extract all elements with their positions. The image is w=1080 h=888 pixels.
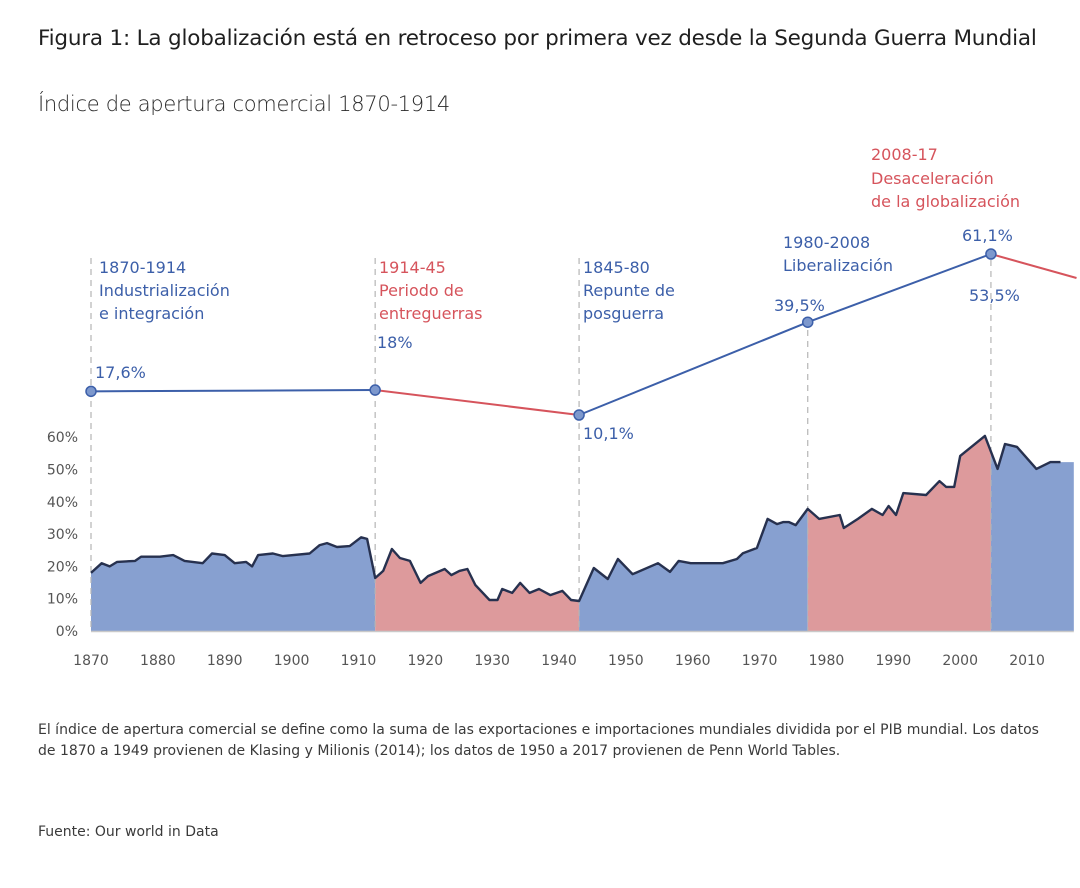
point-value-label: 18% bbox=[377, 333, 413, 352]
period-label-line: e integración bbox=[99, 304, 204, 323]
period-label-line: Repunte de bbox=[583, 281, 675, 300]
area-layer bbox=[91, 436, 1074, 631]
y-tick-label: 40% bbox=[47, 495, 78, 511]
point-value-label: 39,5% bbox=[774, 296, 825, 315]
x-tick-label: 1960 bbox=[675, 653, 711, 669]
period-label-line: entreguerras bbox=[379, 304, 482, 323]
x-tick-label: 2010 bbox=[1009, 653, 1045, 669]
x-tick-label: 1900 bbox=[274, 653, 310, 669]
x-tick-label: 1970 bbox=[742, 653, 778, 669]
x-tick-label: 1880 bbox=[140, 653, 176, 669]
period-label-line: Liberalización bbox=[783, 256, 893, 275]
summary-segment bbox=[91, 390, 375, 391]
period-label-years: 1914-45 bbox=[379, 258, 446, 277]
point-value-label: 61,1% bbox=[962, 226, 1013, 245]
area-segment-1 bbox=[91, 537, 375, 631]
summary-point bbox=[574, 410, 584, 420]
y-tick-label: 50% bbox=[47, 463, 78, 479]
area-segment-5 bbox=[991, 444, 1074, 631]
y-axis-ticks: 0% 10% 20% 30% 40% 50% 60% bbox=[47, 430, 78, 640]
y-tick-label: 0% bbox=[56, 624, 78, 640]
x-tick-label: 1910 bbox=[341, 653, 377, 669]
trade-openness-chart: 0% 10% 20% 30% 40% 50% 60% 1870 1880 1890 1900 191… bbox=[0, 0, 1080, 700]
area-segment-4 bbox=[808, 436, 991, 631]
period-label-years: 2008-17 bbox=[871, 145, 938, 164]
summary-segment bbox=[375, 390, 579, 415]
y-tick-label: 20% bbox=[47, 559, 78, 575]
period-label-years: 1845-80 bbox=[583, 258, 650, 277]
x-axis-ticks: 1870 1880 1890 1900 1910 1920 1930 1940 1950 1960… bbox=[73, 653, 1045, 669]
summary-point bbox=[986, 249, 996, 259]
y-tick-label: 30% bbox=[47, 527, 78, 543]
point-value-label: 10,1% bbox=[583, 424, 634, 443]
x-tick-label: 1990 bbox=[875, 653, 911, 669]
chart-footnote: El índice de apertura comercial se defin… bbox=[38, 720, 1048, 762]
period-label-years: 1980-2008 bbox=[783, 233, 870, 252]
summary-segment bbox=[579, 322, 808, 415]
summary-point bbox=[86, 386, 96, 396]
period-label-line: Industrialización bbox=[99, 281, 230, 300]
period-label-line: Periodo de bbox=[379, 281, 464, 300]
point-value-label: 53,5% bbox=[969, 286, 1020, 305]
x-tick-label: 1870 bbox=[73, 653, 109, 669]
period-label-line: Desaceleración bbox=[871, 169, 994, 188]
period-label-line: posguerra bbox=[583, 304, 664, 323]
period-label-years: 1870-1914 bbox=[99, 258, 186, 277]
summary-segment bbox=[991, 254, 1077, 278]
summary-point bbox=[370, 385, 380, 395]
chart-source: Fuente: Our world in Data bbox=[38, 824, 219, 840]
x-tick-label: 1940 bbox=[541, 653, 577, 669]
x-tick-label: 1890 bbox=[207, 653, 243, 669]
y-tick-label: 10% bbox=[47, 592, 78, 608]
summary-point bbox=[803, 317, 813, 327]
x-tick-label: 1980 bbox=[809, 653, 845, 669]
point-value-label: 17,6% bbox=[95, 363, 146, 382]
x-tick-label: 2000 bbox=[942, 653, 978, 669]
period-label-line: de la globalización bbox=[871, 192, 1020, 211]
y-tick-label: 60% bbox=[47, 430, 78, 446]
summary-line bbox=[86, 249, 1077, 420]
x-tick-label: 1950 bbox=[608, 653, 644, 669]
x-tick-label: 1930 bbox=[474, 653, 510, 669]
area-segment-2 bbox=[375, 549, 579, 631]
x-tick-label: 1920 bbox=[407, 653, 443, 669]
